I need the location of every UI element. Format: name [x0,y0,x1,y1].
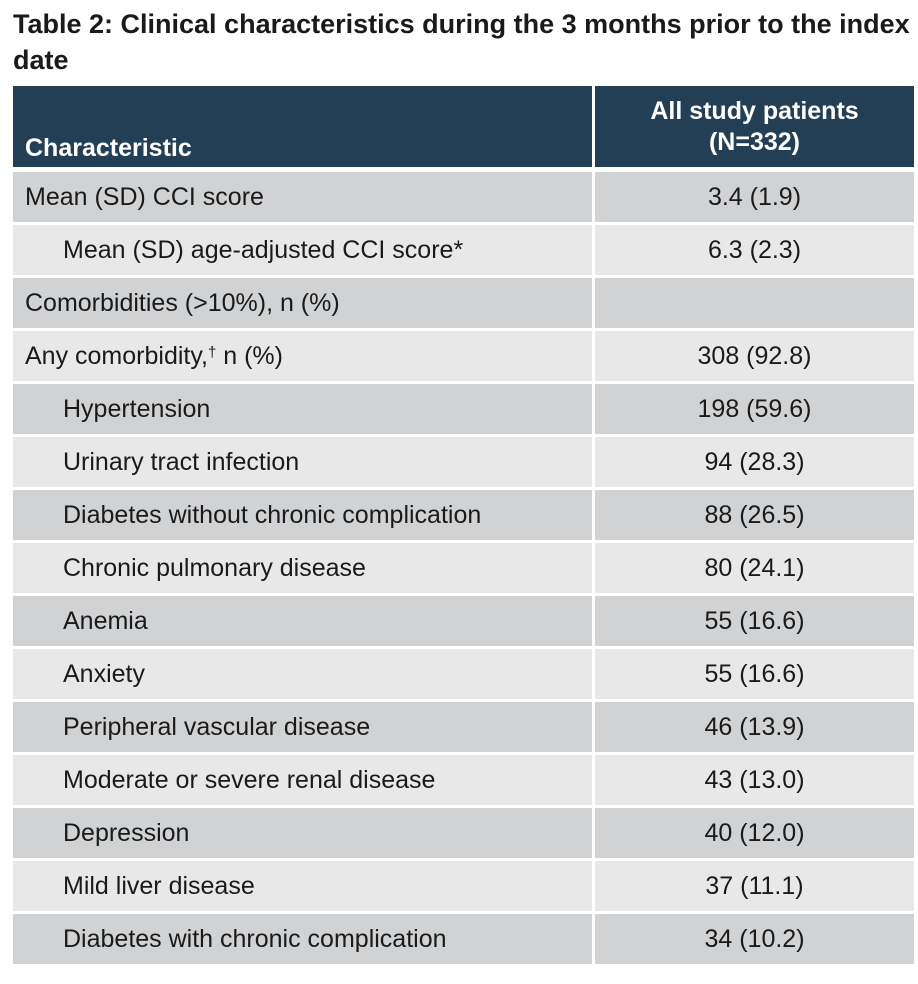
table-row: Mean (SD) CCI score 3.4 (1.9) [13,172,914,222]
table-row: Mean (SD) age-adjusted CCI score* 6.3 (2… [13,225,914,275]
row-label: Any comorbidity, [25,341,208,370]
row-value: 308 (92.8) [595,331,914,381]
row-label-suffix: n (%) [216,341,283,370]
row-label: Depression [13,808,592,858]
row-label: Moderate or severe renal disease [13,755,592,805]
header-all-study-patients: All study patients (N=332) [595,86,914,167]
row-label-any-comorbidity: Any comorbidity, † n (%) [13,331,592,381]
table-row: Any comorbidity, † n (%) 308 (92.8) [13,331,914,381]
row-value: 55 (16.6) [595,649,914,699]
table-row: Urinary tract infection 94 (28.3) [13,437,914,487]
row-value: 80 (24.1) [595,543,914,593]
table-header-row: Characteristic All study patients (N=332… [13,86,914,167]
row-label: Anemia [13,596,592,646]
row-value: 198 (59.6) [595,384,914,434]
table-row: Anxiety 55 (16.6) [13,649,914,699]
row-value: 37 (11.1) [595,861,914,911]
characteristics-table: Characteristic All study patients (N=332… [13,86,914,967]
row-label: Hypertension [13,384,592,434]
row-value: 3.4 (1.9) [595,172,914,222]
row-value: 34 (10.2) [595,914,914,964]
row-label: Diabetes with chronic complication [13,914,592,964]
dagger-footnote-mark: † [207,343,217,361]
row-value: 94 (28.3) [595,437,914,487]
table-row: Comorbidities (>10%), n (%) [13,278,914,328]
row-label: Mild liver disease [13,861,592,911]
table-row: Moderate or severe renal disease 43 (13.… [13,755,914,805]
row-label: Diabetes without chronic complication [13,490,592,540]
table-row: Depression 40 (12.0) [13,808,914,858]
table-row: Diabetes with chronic complication 34 (1… [13,914,914,964]
row-value: 43 (13.0) [595,755,914,805]
row-value [595,278,914,328]
table-row: Anemia 55 (16.6) [13,596,914,646]
row-label: Comorbidities (>10%), n (%) [13,278,592,328]
table-title: Table 2: Clinical characteristics during… [13,9,910,75]
header-col-line2: (N=332) [708,127,800,156]
table-row: Hypertension 198 (59.6) [13,384,914,434]
row-value: 88 (26.5) [595,490,914,540]
row-label: Mean (SD) age-adjusted CCI score* [13,225,592,275]
row-label: Urinary tract infection [13,437,592,487]
row-label: Mean (SD) CCI score [13,172,592,222]
row-value: 46 (13.9) [595,702,914,752]
row-label: Anxiety [13,649,592,699]
table-row: Mild liver disease 37 (11.1) [13,861,914,911]
header-characteristic: Characteristic [13,86,592,167]
table-row: Diabetes without chronic complication 88… [13,490,914,540]
table-row: Peripheral vascular disease 46 (13.9) [13,702,914,752]
table-row: Chronic pulmonary disease 80 (24.1) [13,543,914,593]
row-label: Peripheral vascular disease [13,702,592,752]
row-value: 40 (12.0) [595,808,914,858]
header-col-line1: All study patients [650,96,859,125]
row-value: 6.3 (2.3) [595,225,914,275]
row-label: Chronic pulmonary disease [13,543,592,593]
row-value: 55 (16.6) [595,596,914,646]
